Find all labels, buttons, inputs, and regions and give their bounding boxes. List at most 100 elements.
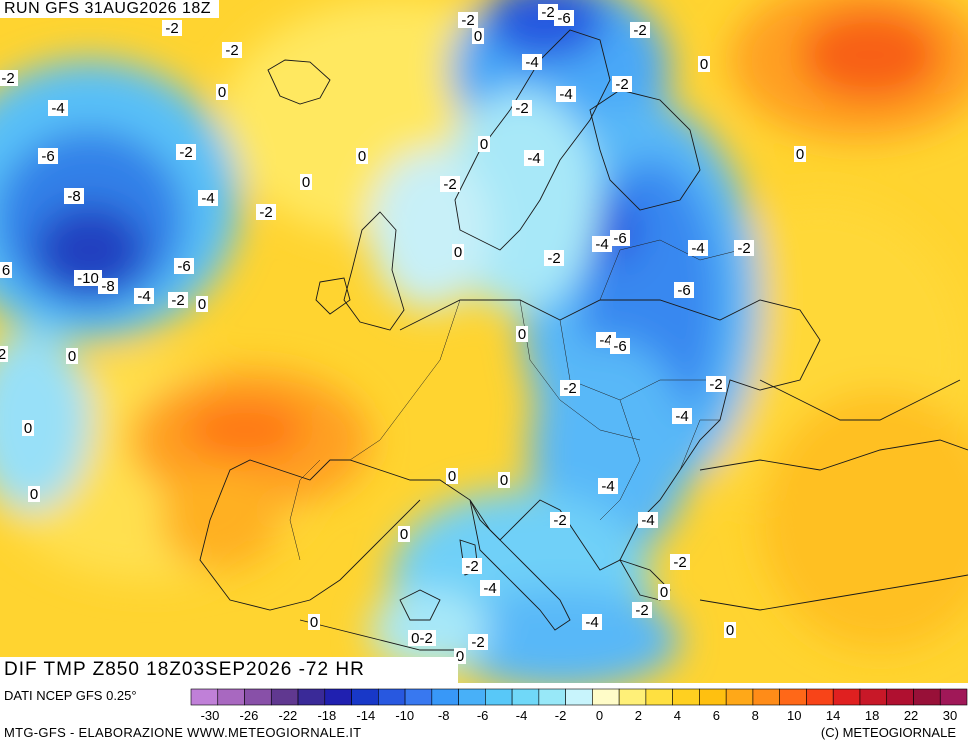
color-scale-tick: 4 (674, 708, 681, 722)
isotherm-label-bg (98, 278, 118, 294)
isotherm-label-bg (582, 614, 602, 630)
isotherm-label-bg (556, 86, 576, 102)
isotherm-label-bg (300, 174, 312, 190)
isotherm-label: -4 (595, 236, 608, 253)
isotherm-label: 0 (474, 28, 482, 45)
color-scale-tick: 2 (635, 708, 642, 722)
color-scale-tick: 18 (865, 708, 879, 722)
isotherm-label: 0 (310, 614, 318, 631)
color-scale: -30 -26 -22 -18 -14 -10 -8 -6 -4 -2 0 2 4 6 8 10 14 18 22 3… (190, 688, 968, 722)
isotherm-label: -4 (201, 190, 214, 207)
isotherm-label: -2 (709, 376, 722, 393)
isotherm-label: 0 (796, 146, 804, 163)
isotherm-label: -2 (635, 602, 648, 619)
color-scale-box (672, 688, 700, 706)
isotherm-label-bg (440, 176, 460, 192)
isotherm-label: -2 (541, 4, 554, 21)
isotherm-label-bg (22, 420, 34, 436)
isotherm-label: 0 (500, 472, 508, 489)
isotherm-label: -4 (691, 240, 704, 257)
isotherm-label-bg (66, 348, 78, 364)
color-scale-box (244, 688, 272, 706)
isotherm-label: -6 (557, 10, 570, 27)
color-scale-box (645, 688, 673, 706)
color-scale-box (859, 688, 888, 706)
isotherm-label-bg (468, 634, 488, 650)
isotherm-label: 0 (358, 148, 366, 165)
isotherm-label-bg (612, 76, 632, 92)
isotherm-label: -4 (641, 512, 654, 529)
isotherm-label-bg (458, 12, 478, 28)
isotherm-label: -2 (225, 42, 238, 59)
isotherm-label: -4 (527, 150, 540, 167)
isotherm-label-bg (598, 478, 618, 494)
isotherm-label-bg (48, 100, 68, 116)
color-scale-tick: 10 (787, 708, 801, 722)
isotherm-label: -8 (101, 278, 114, 295)
color-scale-tick: -6 (477, 708, 489, 722)
isotherm-label-bg (174, 258, 194, 274)
isotherm-label-bg (0, 70, 18, 86)
color-scale-box (351, 688, 379, 706)
isotherm-label: -4 (483, 580, 496, 597)
color-scale-box (217, 688, 245, 706)
isotherm-label: 0 (68, 348, 76, 365)
isotherm-label: 2 (0, 346, 6, 363)
isotherm-label-bg (516, 326, 528, 342)
isotherm-label-bg (168, 292, 188, 308)
color-scale-tick: 30 (943, 708, 957, 722)
color-scale-tick: -2 (555, 708, 567, 722)
isotherm-label-bg (408, 630, 436, 646)
isotherm-label: -4 (51, 100, 64, 117)
isotherm-label-bg (256, 204, 276, 220)
isotherm-label: 0 (198, 296, 206, 313)
isotherm-label-bg (398, 526, 410, 542)
isotherm-label: -2 (673, 554, 686, 571)
isotherm-label-bg (64, 188, 84, 204)
color-scale-tick: 0 (596, 708, 603, 722)
color-scale-tick: -14 (356, 708, 375, 722)
isotherm-label-bg (462, 558, 482, 574)
isotherm-label: -2 (165, 20, 178, 37)
isotherm-label-bg (472, 28, 484, 44)
isotherm-label: 0 (302, 174, 310, 191)
color-scale-box (485, 688, 513, 706)
isotherm-label-bg (308, 614, 320, 630)
color-scale-box (779, 688, 807, 706)
footer: DATI NCEP GFS 0.25° -30 -26 -22 -18 -14 -10 -8… (0, 683, 968, 745)
isotherm-label-bg (688, 240, 708, 256)
isotherm-label-bg (216, 84, 228, 100)
isotherm-label: 0 (456, 648, 464, 665)
isotherm-label: -2 (547, 250, 560, 267)
color-scale-tick: -10 (395, 708, 414, 722)
isotherm-label: -2 (633, 22, 646, 39)
isotherm-label-bg (176, 144, 196, 160)
isotherm-label-bg (196, 296, 208, 312)
color-scale-box (832, 688, 861, 706)
isotherm-label: -8 (67, 188, 80, 205)
isotherm-label-bg (134, 288, 154, 304)
coastlines (199, 29, 968, 651)
isotherm-label: 0 (30, 486, 38, 503)
isotherm-label: -6 (677, 282, 690, 299)
isotherm-label-bg (672, 408, 692, 424)
isotherm-label-bg (480, 580, 500, 596)
isotherm-label: -2 (471, 634, 484, 651)
isotherm-label-bg (478, 136, 490, 152)
isotherm-label-bg (734, 240, 754, 256)
isotherm-label-bg (198, 190, 218, 206)
isotherm-label: -4 (559, 86, 572, 103)
isotherm-label: 0 (454, 244, 462, 261)
anomaly-field (0, 0, 968, 683)
isotherm-label: -6 (613, 338, 626, 355)
isotherm-label-bg (222, 42, 242, 58)
borders (289, 239, 741, 561)
isotherm-label: -2 (465, 558, 478, 575)
isotherm-label: -6 (177, 258, 190, 275)
isotherm-label: 0 (448, 468, 456, 485)
isotherm-label-bg (550, 512, 570, 528)
color-scale-tick: 22 (904, 708, 918, 722)
isotherm-label-bg (610, 338, 630, 354)
isotherm-label: -2 (553, 512, 566, 529)
isotherm-label: -4 (675, 408, 688, 425)
